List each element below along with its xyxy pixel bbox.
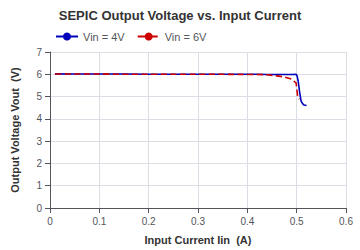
svg-text:5: 5 — [36, 91, 42, 102]
svg-text:Input Current Iin (A): Input Current Iin (A) — [145, 234, 252, 246]
svg-text:0.2: 0.2 — [142, 216, 156, 227]
svg-text:Vin = 6V: Vin = 6V — [165, 31, 207, 43]
svg-text:6: 6 — [36, 69, 42, 80]
svg-text:7: 7 — [36, 47, 42, 58]
svg-text:2: 2 — [36, 158, 42, 169]
svg-text:0.4: 0.4 — [240, 216, 254, 227]
svg-text:1: 1 — [36, 180, 42, 191]
svg-text:0.3: 0.3 — [191, 216, 205, 227]
svg-text:0.5: 0.5 — [290, 216, 304, 227]
svg-text:Vin = 4V: Vin = 4V — [83, 31, 125, 43]
svg-text:0: 0 — [36, 203, 42, 214]
svg-text:4: 4 — [36, 113, 42, 124]
svg-text:0.1: 0.1 — [92, 216, 106, 227]
svg-text:3: 3 — [36, 136, 42, 147]
svg-text:0.6: 0.6 — [339, 216, 353, 227]
svg-text:0: 0 — [47, 216, 53, 227]
svg-text:SEPIC Output Voltage vs. Input: SEPIC Output Voltage vs. Input Current — [59, 8, 302, 23]
svg-text:Output Voltage Vout (V): Output Voltage Vout (V) — [9, 67, 21, 193]
